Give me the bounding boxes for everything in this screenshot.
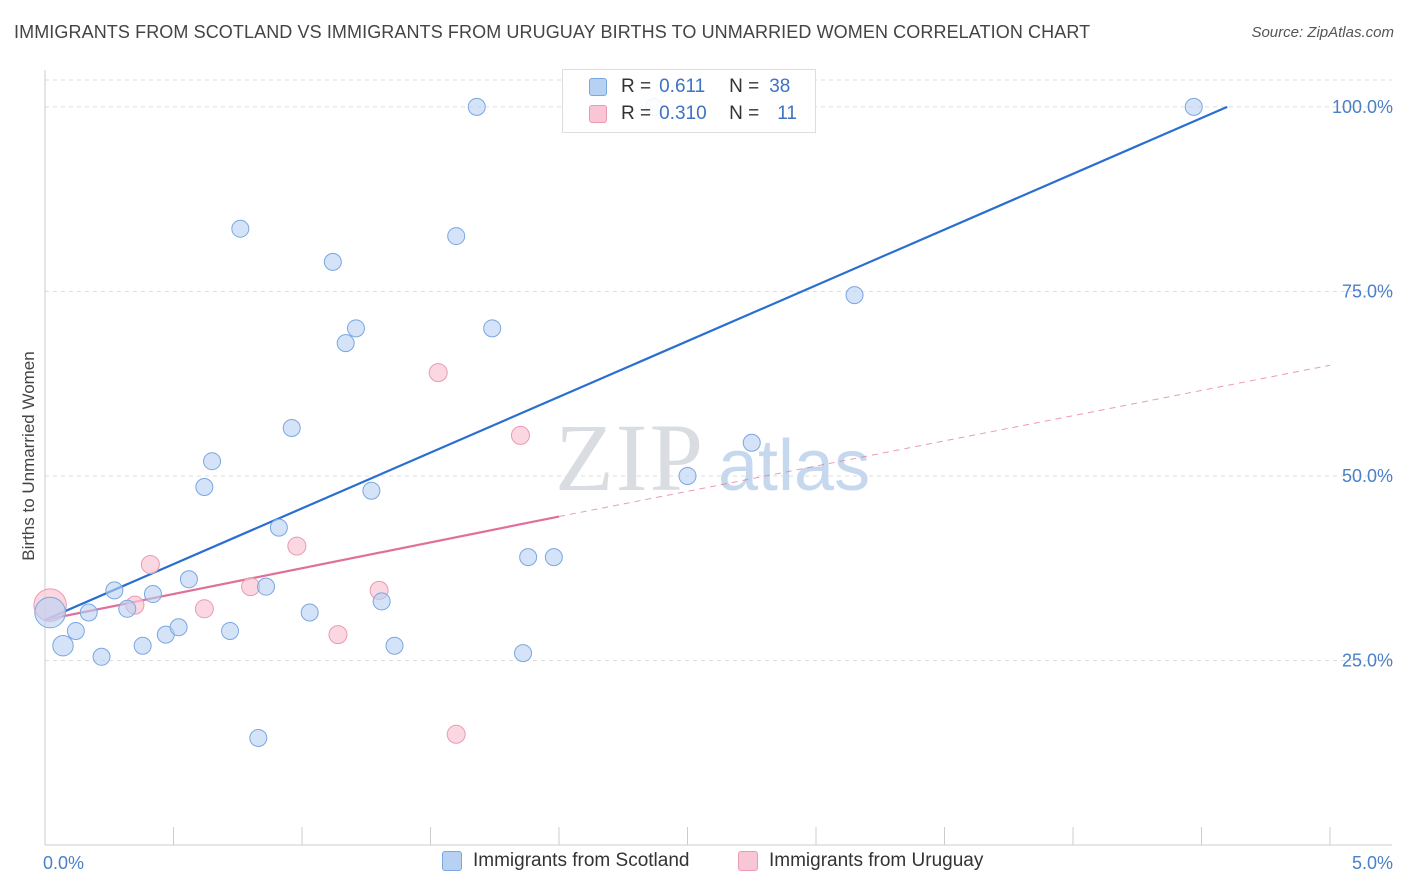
legend-swatch-uruguay (738, 851, 758, 871)
trend-line-scotland (44, 105, 1228, 621)
correlation-legend: R = 0.611 N = 38 R = 0.310 N = 11 (562, 69, 816, 133)
point-scotland (52, 635, 74, 657)
point-scotland (34, 596, 66, 629)
legend-swatch-uruguay (589, 105, 607, 123)
trend-line-uruguay-extension (558, 364, 1331, 518)
point-scotland (447, 227, 466, 246)
legend-swatch-scotland (589, 78, 607, 96)
point-scotland (300, 603, 319, 622)
y-tick-label: 75.0% (1342, 281, 1393, 301)
point-scotland (221, 621, 240, 640)
point-scotland (346, 319, 365, 338)
trend-layer (44, 105, 1331, 621)
point-scotland (678, 466, 697, 485)
tick-layer: 25.0% 50.0% 75.0% 100.0% 0.0% 5.0% (43, 97, 1393, 873)
point-scotland (195, 478, 214, 497)
axis-layer (44, 70, 1392, 846)
point-uruguay (287, 536, 307, 556)
legend-swatch-scotland (442, 851, 462, 871)
series-legend: Immigrants from Scotland Immigrants from… (0, 850, 1406, 880)
point-scotland (385, 636, 404, 655)
legend-item-uruguay: Immigrants from Uruguay (738, 850, 983, 872)
point-uruguay (140, 555, 160, 575)
point-scotland (483, 319, 502, 338)
point-scotland (105, 581, 124, 600)
point-scotland (133, 636, 152, 655)
point-scotland (231, 219, 250, 238)
point-scotland (203, 452, 222, 471)
point-uruguay (194, 599, 214, 619)
y-axis-label: Births to Unmarried Women (19, 351, 38, 560)
point-scotland (169, 618, 188, 637)
point-scotland (143, 585, 162, 604)
legend-n-value: 38 (769, 76, 791, 97)
point-scotland (257, 577, 276, 596)
legend-row-uruguay: R = 0.310 N = 11 (589, 102, 797, 126)
legend-r-value: 0.611 (659, 76, 706, 97)
x-tick-label: 0.0% (43, 853, 84, 873)
point-scotland (372, 592, 391, 611)
source-label: Source: ZipAtlas.com (1251, 24, 1394, 41)
point-scotland (323, 252, 342, 271)
point-scotland (519, 548, 538, 567)
point-scotland (269, 518, 288, 537)
legend-n-label: N = (729, 76, 760, 97)
point-scotland (742, 433, 761, 452)
grid-layer (45, 79, 1392, 661)
point-scotland (79, 603, 98, 622)
point-scotland (467, 97, 486, 116)
y-tick-label: 25.0% (1342, 650, 1393, 670)
watermark-atlas: atlas (718, 426, 870, 506)
legend-label-scotland: Immigrants from Scotland (473, 850, 690, 871)
legend-row-scotland: R = 0.611 N = 38 (589, 75, 790, 99)
legend-n-value: 11 (777, 103, 797, 124)
point-scotland (66, 621, 85, 640)
points-layer (33, 97, 1203, 747)
legend-r-value: 0.310 (659, 103, 707, 124)
y-tick-label: 50.0% (1342, 466, 1393, 486)
point-scotland (179, 570, 198, 589)
point-scotland (282, 418, 301, 437)
point-scotland (544, 548, 563, 567)
watermark-zip: ZIP (555, 404, 705, 511)
point-scotland (362, 481, 381, 500)
point-scotland (92, 647, 111, 666)
point-uruguay (446, 724, 466, 744)
point-scotland (249, 728, 268, 747)
point-scotland (845, 286, 864, 305)
point-scotland (514, 644, 533, 663)
legend-label-uruguay: Immigrants from Uruguay (769, 850, 984, 871)
watermark: ZIP atlas (555, 404, 870, 511)
legend-item-scotland: Immigrants from Scotland (442, 850, 689, 872)
point-scotland (336, 334, 355, 353)
point-uruguay (428, 363, 448, 383)
chart-title: IMMIGRANTS FROM SCOTLAND VS IMMIGRANTS F… (14, 22, 1091, 42)
x-tick-label: 5.0% (1352, 853, 1393, 873)
point-uruguay (510, 425, 530, 445)
legend-r-label: R = (621, 76, 652, 97)
point-scotland (1184, 97, 1203, 116)
y-tick-label: 100.0% (1332, 97, 1393, 117)
point-scotland (118, 599, 137, 618)
point-uruguay (328, 625, 348, 645)
point-uruguay (241, 577, 261, 597)
legend-r-label: R = (621, 103, 652, 124)
legend-n-label: N = (729, 103, 760, 124)
